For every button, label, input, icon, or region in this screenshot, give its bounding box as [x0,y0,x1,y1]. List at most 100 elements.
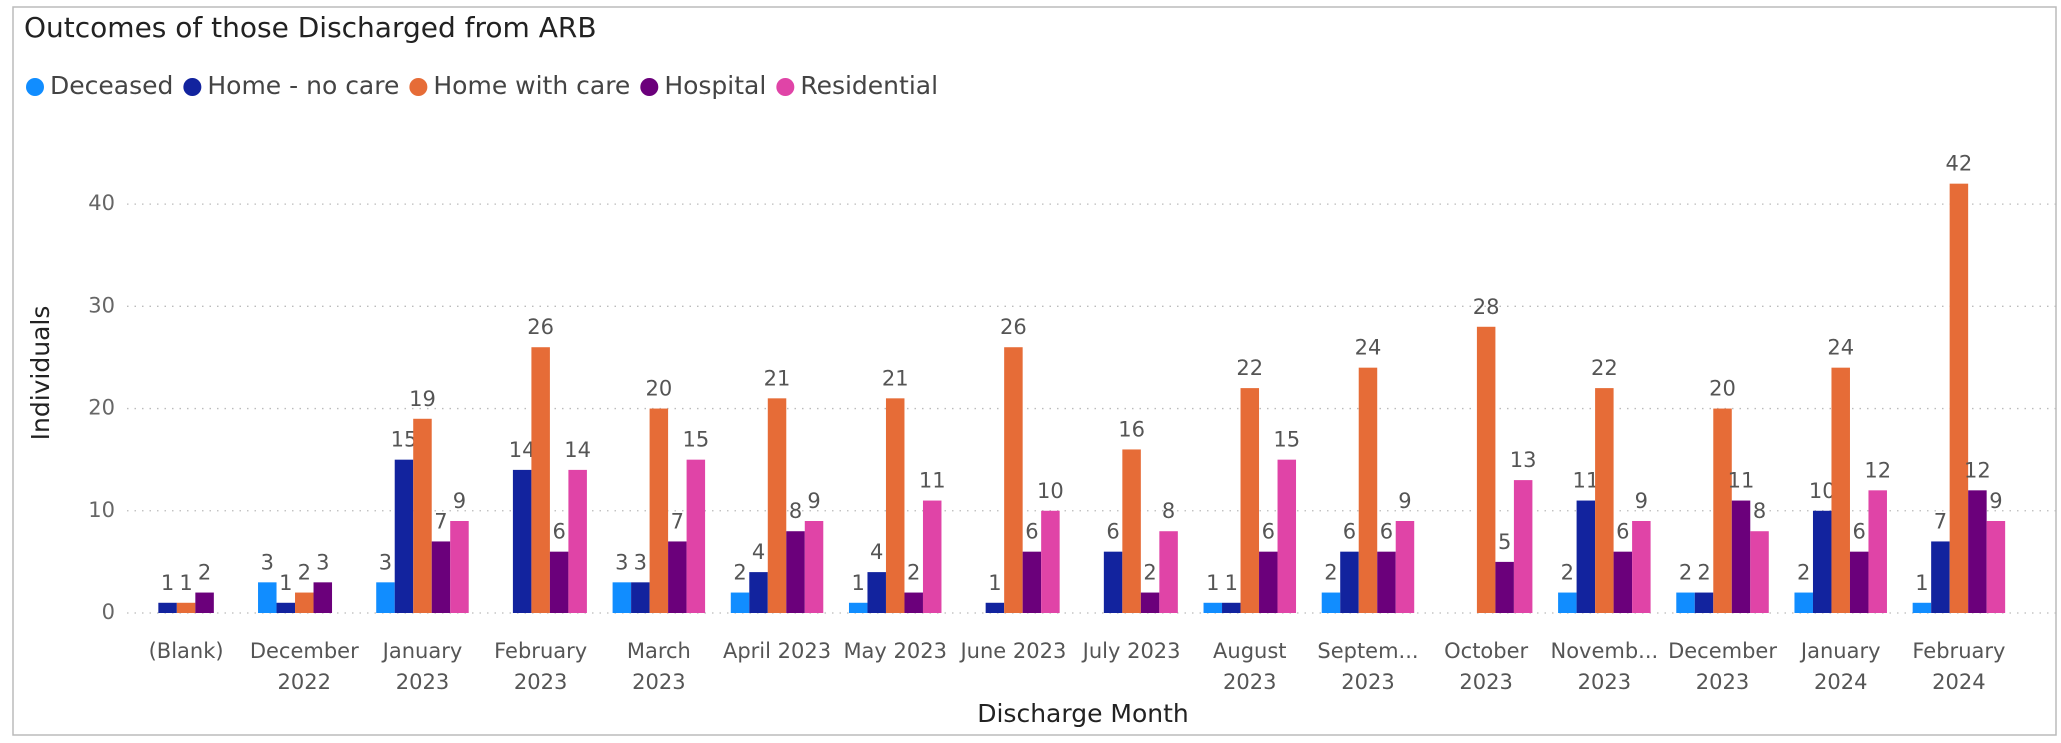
x-tick-label: July 2023 [1081,639,1181,663]
bar [1103,551,1123,613]
bar [1277,459,1297,613]
x-tick-label: April 2023 [723,639,831,663]
data-label: 3 [261,550,274,574]
bar [867,572,886,613]
x-tick-label: May 2023 [843,639,947,663]
data-label: 1 [161,571,174,595]
data-label: 2 [1324,561,1337,585]
data-label: 8 [1753,499,1766,523]
bar [1340,551,1359,613]
bar [1321,592,1341,613]
data-label: 4 [870,540,883,564]
x-tick-label: 2023 [1459,670,1512,694]
x-tick-label: 2024 [1814,670,1867,694]
bar [1694,592,1714,613]
bar [612,582,632,613]
data-label: 21 [882,366,909,390]
bar [176,602,196,613]
bar [1476,326,1496,613]
data-label: 6 [1025,520,1038,544]
x-tick-label: Septem... [1317,639,1418,663]
bar [413,418,432,613]
bar [1203,602,1223,613]
data-label: 6 [552,520,565,544]
data-label: 22 [1236,356,1263,380]
data-label: 9 [1635,489,1648,513]
x-tick-label: 2023 [632,670,685,694]
data-label: 10 [1037,479,1064,503]
data-label: 3 [615,550,628,574]
data-label: 2 [1143,561,1156,585]
data-label: 7 [671,509,684,533]
bar [767,398,787,613]
data-label: 3 [316,550,329,574]
data-label: 2 [1697,561,1710,585]
data-label: 7 [1934,509,1947,533]
data-label: 2 [907,561,920,585]
legend-marker [776,78,795,96]
data-label: 24 [1827,336,1854,360]
bar [276,602,296,613]
legend-marker [640,78,659,96]
bar [1595,388,1614,613]
bar [1986,521,2006,613]
bar [1576,500,1596,613]
bar [1358,367,1378,613]
bar [1831,367,1850,613]
legend-marker [26,78,44,96]
data-label: 12 [1864,458,1891,482]
bar [158,602,177,613]
data-label: 26 [1000,315,1027,339]
data-label: 11 [919,469,946,493]
bar [631,582,650,613]
x-axis-title: Discharge Month [977,699,1189,728]
bar [1041,510,1060,613]
data-label: 5 [1498,530,1511,554]
bar [1495,561,1514,613]
bar [1912,602,1932,613]
x-tick-label: February [494,639,587,663]
data-label: 1 [852,571,865,595]
bar [804,521,824,613]
data-label: 26 [527,315,554,339]
legend-label: Home - no care [207,71,399,100]
bar [1750,531,1769,613]
bar [1395,521,1415,613]
data-label: 15 [391,428,418,452]
x-tick-label: 2023 [1341,670,1394,694]
bar [904,592,923,613]
bar [1931,541,1950,613]
bar [730,592,750,613]
data-label: 2 [1797,561,1810,585]
data-label: 1 [1915,571,1928,595]
data-label: 13 [1510,448,1537,472]
data-label: 3 [634,550,647,574]
data-label: 20 [1709,377,1736,401]
data-label: 6 [1343,520,1356,544]
legend-label: Hospital [664,71,766,100]
bar [1558,592,1577,613]
bar [531,347,550,613]
data-label: 9 [1989,489,2002,513]
bar [1159,531,1178,613]
data-label: 22 [1591,356,1618,380]
y-tick-label: 40 [88,191,115,215]
x-tick-label: 2023 [1696,670,1749,694]
bar [1968,490,1987,613]
legend-label: Residential [800,71,938,100]
x-tick-label: 2024 [1932,670,1985,694]
bar [431,541,451,613]
x-tick-label: January [1799,639,1881,663]
data-label: 11 [1572,469,1599,493]
y-tick-label: 10 [88,498,115,522]
bar [885,398,905,613]
data-label: 1 [1206,571,1219,595]
data-label: 20 [645,377,672,401]
legend-marker [183,78,202,96]
bar [512,469,532,613]
bar [568,469,587,613]
data-label: 2 [733,561,746,585]
legend: Deceased Home - no care Home with care Hosp… [26,71,938,100]
data-label: 2 [1679,561,1692,585]
